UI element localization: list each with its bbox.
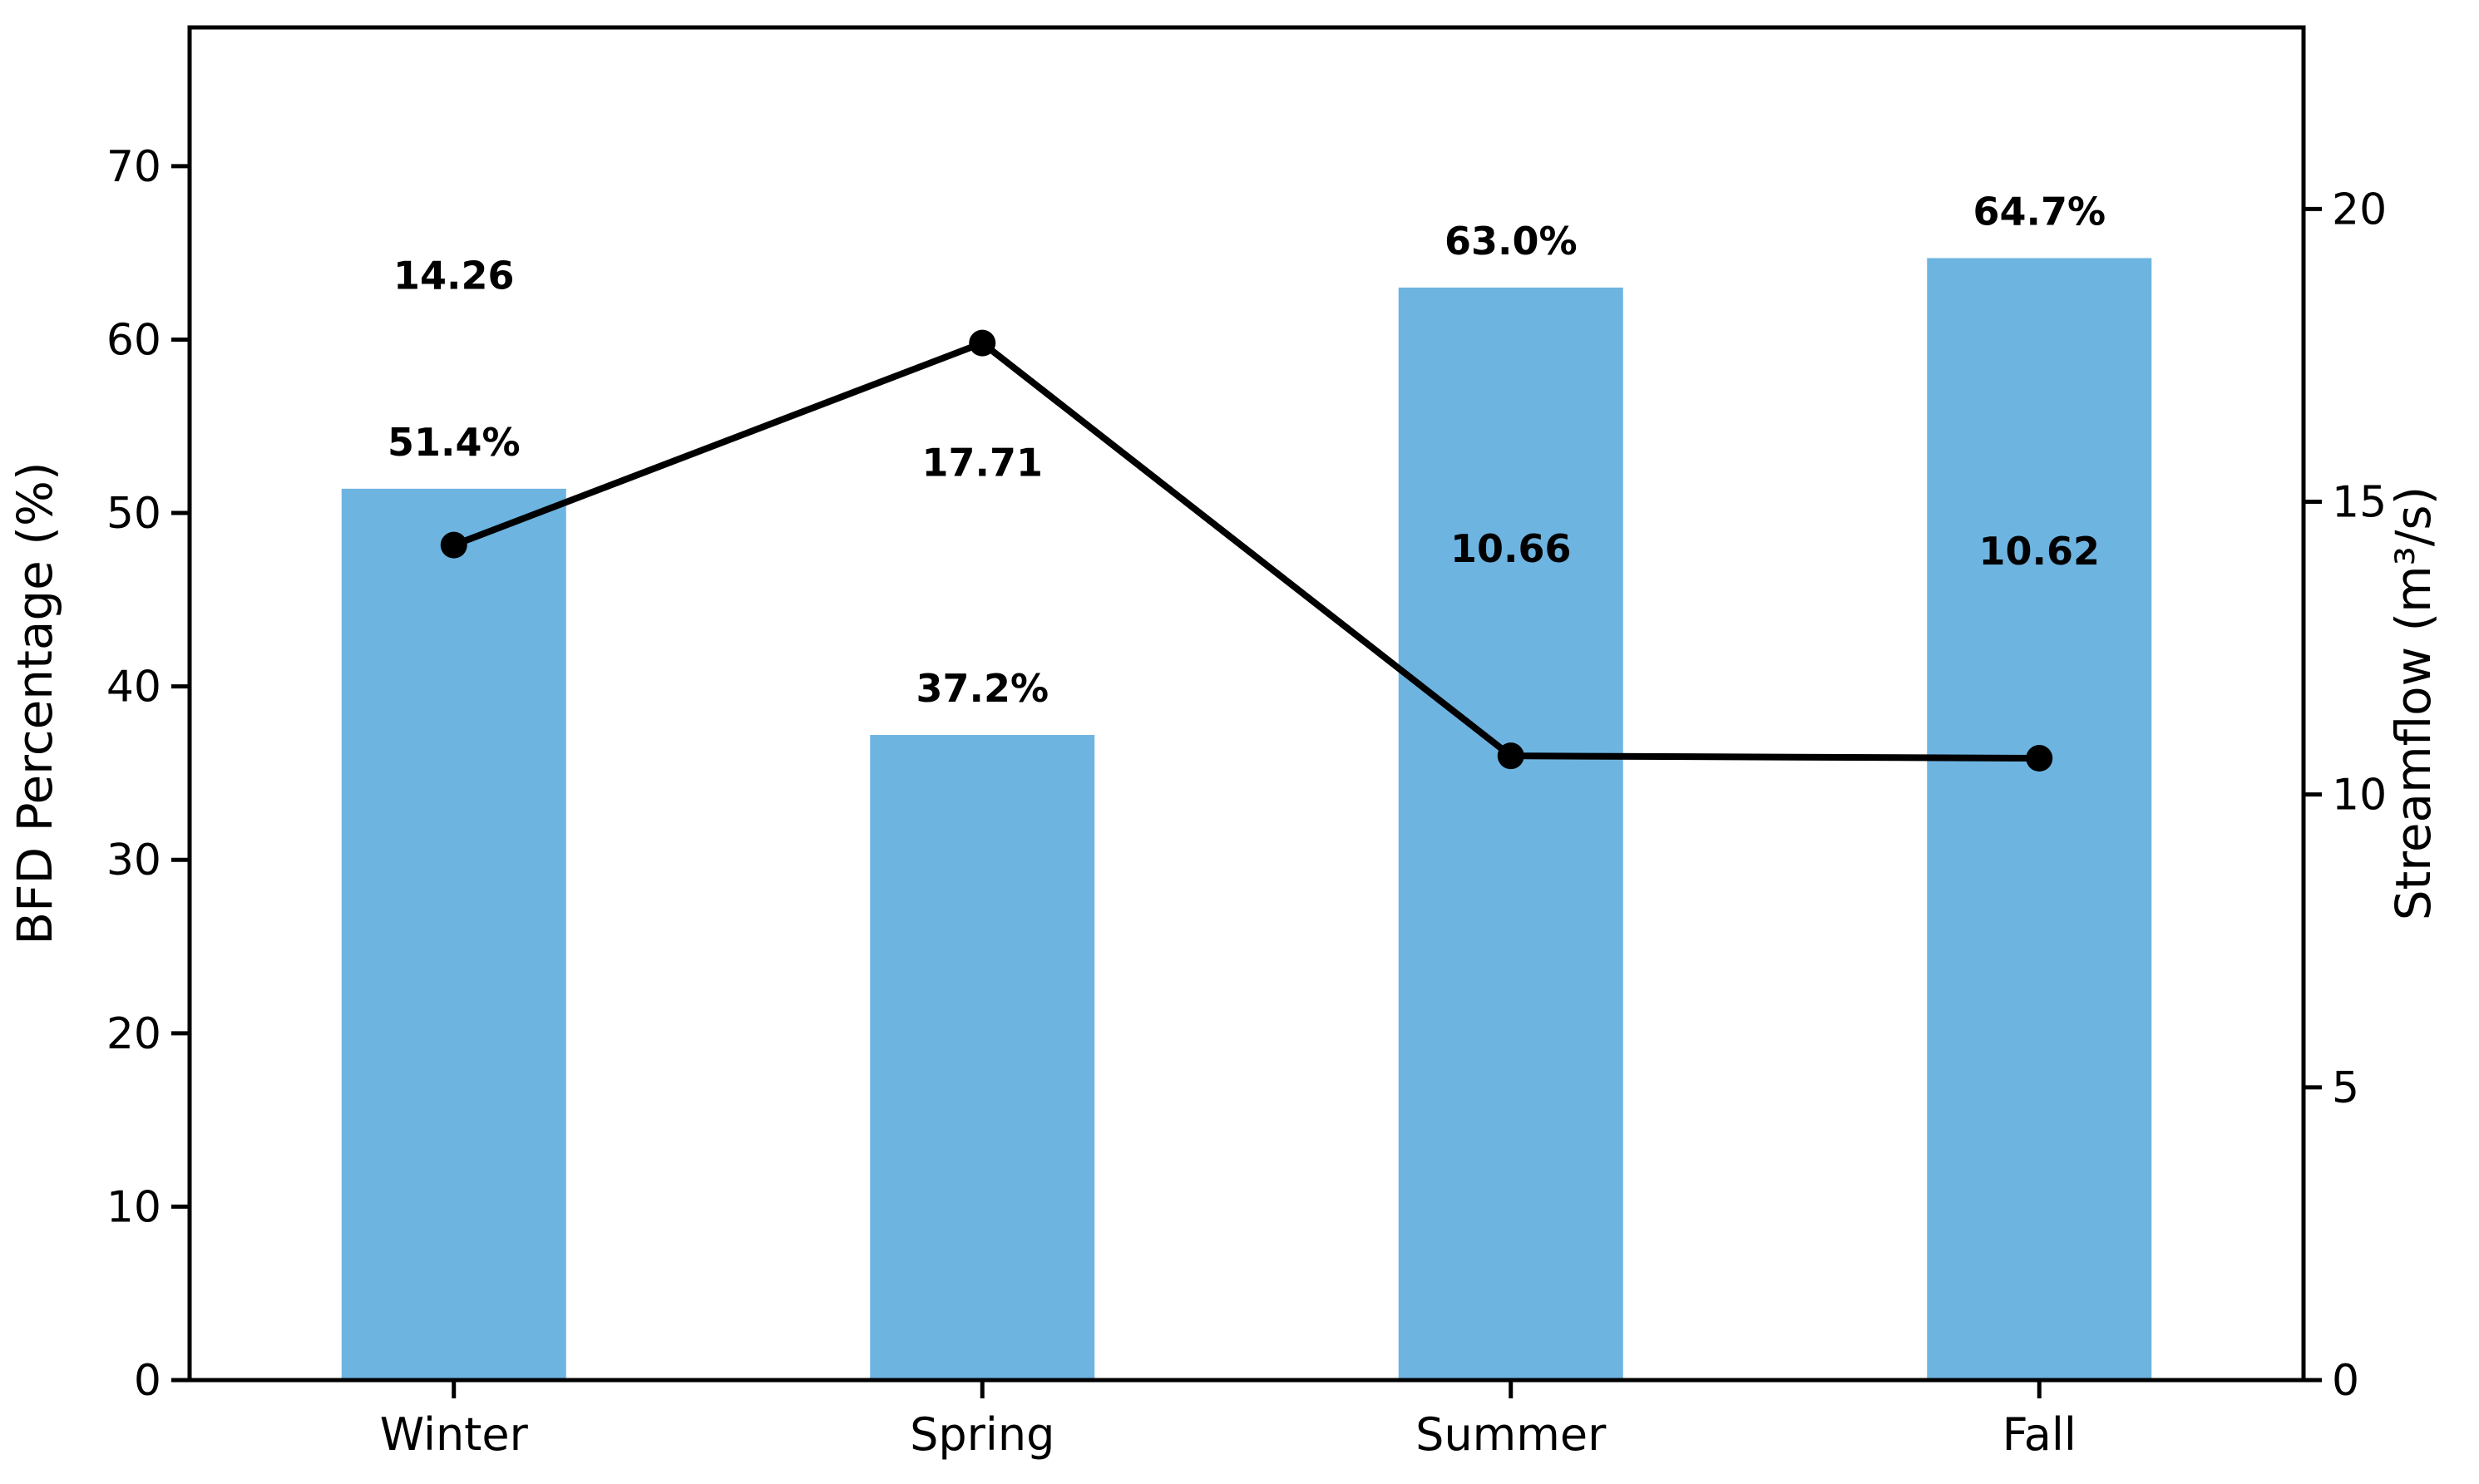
bar-fall	[1927, 258, 2152, 1381]
data-labels-layer: 51.4% 37.2% 63.0% 64.7% 14.26 17.71 10.66 10.62	[388, 189, 2106, 711]
streamflow-line	[450, 339, 2043, 762]
right-tick-label: 20	[2332, 185, 2387, 234]
plot-border-layer	[187, 25, 2306, 1383]
bar-value-label: 37.2%	[916, 666, 1049, 711]
left-tick-label: 70	[106, 142, 161, 192]
line-point-fall	[2026, 745, 2053, 772]
streamflow-value-label: 10.62	[1978, 529, 2100, 574]
bar-value-label: 64.7%	[1973, 189, 2106, 234]
streamflow-value-label: 17.71	[921, 441, 1043, 486]
streamflow-line-layer	[440, 329, 2053, 772]
bars-layer	[341, 258, 2152, 1381]
x-tick-label-fall: Fall	[2002, 1408, 2077, 1461]
plot-border	[187, 25, 2306, 1383]
right-tick-label: 0	[2332, 1356, 2359, 1406]
axis-ticks-layer: 0 10 20 30 40 50 60 70 0 5 10 15 20 Winter Spring Summe…	[106, 142, 2387, 1461]
streamflow-value-label: 14.26	[393, 254, 515, 298]
right-tick-label: 10	[2332, 771, 2387, 821]
x-tick-label-summer: Summer	[1415, 1408, 1607, 1461]
x-tick-label-spring: Spring	[910, 1408, 1054, 1461]
bar-value-label: 51.4%	[388, 420, 521, 465]
bar-spring	[870, 735, 1095, 1380]
line-point-summer	[1497, 742, 1524, 770]
right-tick-label: 5	[2332, 1063, 2359, 1113]
bar-value-label: 63.0%	[1444, 219, 1578, 264]
left-tick-label: 50	[106, 489, 161, 539]
x-tick-label-winter: Winter	[380, 1408, 529, 1461]
bar-summer	[1398, 287, 1623, 1380]
line-point-spring	[969, 329, 996, 357]
left-tick-label: 20	[106, 1009, 161, 1059]
left-tick-label: 60	[106, 315, 161, 365]
right-axis-title: Streamflow (m³/s)	[2385, 486, 2442, 921]
left-tick-label: 40	[106, 663, 161, 712]
bar-winter	[341, 488, 566, 1381]
left-tick-label: 10	[106, 1182, 161, 1232]
line-point-winter	[440, 531, 467, 559]
right-tick-label: 15	[2332, 478, 2387, 528]
streamflow-value-label: 10.66	[1450, 526, 1572, 571]
left-axis-title: BFD Percentage (%)	[7, 461, 63, 944]
left-tick-label: 0	[134, 1356, 161, 1406]
left-tick-label: 30	[106, 836, 161, 885]
